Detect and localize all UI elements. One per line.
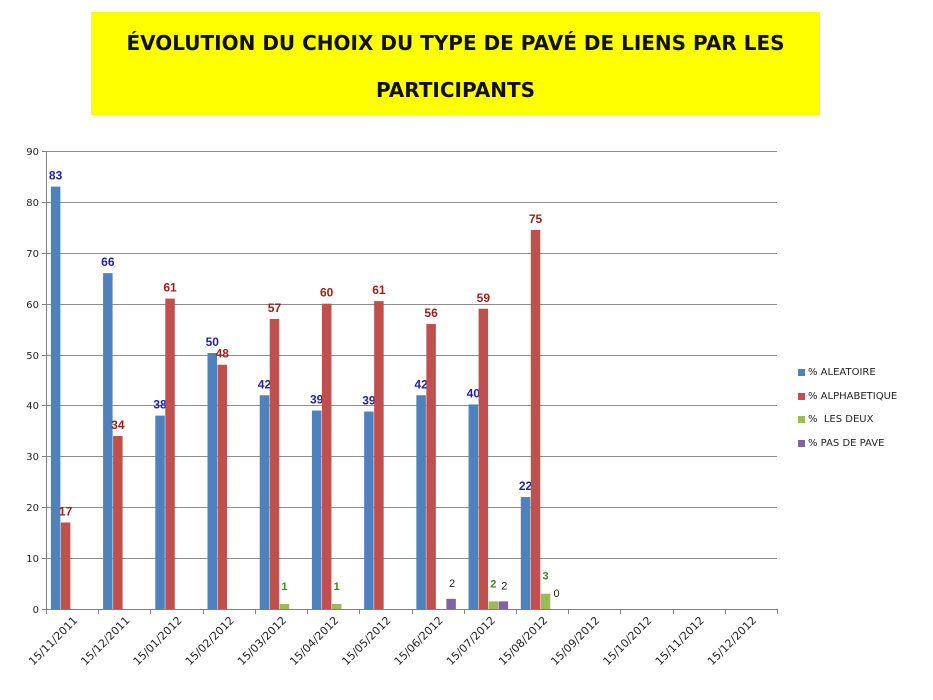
data-label: 61: [372, 283, 386, 297]
chart-title-line-1: ÉVOLUTION DU CHOIX DU TYPE DE PAVÉ DE LI…: [126, 31, 785, 55]
data-label: 39: [362, 394, 376, 408]
data-label: 34: [111, 418, 125, 432]
bar: [321, 303, 332, 609]
bar: [217, 364, 227, 609]
data-label: 42: [414, 377, 428, 391]
bar: [113, 435, 123, 609]
bar: [478, 308, 489, 609]
x-tick-label: 15/07/2012: [444, 614, 498, 668]
legend-item-aleatoire: % ALEATOIRE: [798, 366, 876, 390]
x-tick-label: 15/01/2012: [131, 614, 185, 668]
legend-label-pas-de-pave: % PAS DE PAVE: [808, 437, 885, 449]
legend-label-les-deux: % LES DEUX: [808, 414, 874, 425]
data-label: 66: [101, 255, 115, 269]
bar: [374, 301, 384, 609]
data-label: 38: [153, 398, 167, 412]
legend-swatch-alphabetique: [798, 392, 805, 400]
x-tick-label: 15/12/2012: [705, 614, 759, 668]
data-label: 57: [268, 301, 282, 315]
y-tick-label: 60: [26, 300, 39, 311]
data-label: 2: [490, 578, 496, 590]
bar: [155, 415, 165, 609]
x-tick-label: 15/08/2012: [496, 614, 550, 668]
x-tick-label: 15/06/2012: [392, 614, 446, 668]
x-tick-label: 15/11/2011: [26, 614, 80, 668]
bar: [331, 603, 342, 609]
legend-label-aleatoire: % ALEATOIRE: [808, 367, 876, 378]
bar: [520, 497, 531, 609]
bar: [488, 601, 499, 609]
x-tick-label: 15/12/2011: [78, 614, 132, 668]
chart-title-line-2: PARTICIPANTS: [375, 78, 536, 102]
bar: [103, 273, 113, 609]
bar: [207, 353, 217, 609]
x-tick-label: 15/11/2012: [653, 614, 707, 668]
legend-swatch-aleatoire: [798, 369, 805, 376]
legend-item-les-deux: % LES DEUX: [798, 413, 873, 437]
data-label: 83: [49, 169, 63, 183]
data-label: 1: [281, 581, 287, 593]
data-label: 2: [449, 578, 455, 590]
x-tick-label: 15/04/2012: [287, 614, 341, 668]
data-label: 40: [467, 386, 481, 400]
y-tick-label: 90: [26, 147, 39, 158]
y-tick-label: 10: [26, 554, 39, 565]
x-tick-label: 15/10/2012: [601, 614, 655, 668]
y-tick-label: 70: [26, 249, 39, 260]
data-label: 22: [519, 479, 533, 493]
data-label: 50: [206, 335, 220, 349]
bar: [498, 601, 509, 609]
legend-swatch-pas-de-pave: [798, 439, 805, 447]
bar: [468, 404, 479, 609]
legend-item-alphabetique: % ALPHABETIQUE: [798, 390, 897, 414]
bar: [540, 593, 551, 609]
bar: [259, 395, 270, 609]
y-tick-label: 50: [26, 351, 39, 362]
x-tick-label: 15/09/2012: [548, 614, 602, 668]
bar: [279, 603, 290, 609]
bar: [165, 298, 175, 609]
x-tick-label: 15/03/2012: [235, 614, 289, 668]
bar: [50, 186, 61, 609]
data-label: 42: [258, 377, 272, 391]
y-tick-label: 80: [26, 198, 39, 209]
bar: [60, 522, 71, 609]
x-tick-label: 15/02/2012: [183, 614, 237, 668]
data-label: 0: [553, 588, 559, 600]
data-label: 2: [501, 580, 507, 592]
x-tick-label: 15/05/2012: [339, 614, 393, 668]
bar: [426, 324, 436, 609]
y-tick-label: 20: [26, 503, 39, 514]
legend-item-pas-de-pave: % PAS DE PAVE: [798, 437, 884, 461]
y-tick-label: 30: [26, 452, 39, 463]
data-label: 1: [334, 581, 340, 593]
legend-label-alphabetique: % ALPHABETIQUE: [808, 390, 898, 402]
chart-title-box: ÉVOLUTION DU CHOIX DU TYPE DE PAVÉ DE LI…: [91, 12, 820, 115]
data-label: 39: [310, 393, 324, 407]
bar: [311, 410, 322, 609]
data-label: 61: [163, 281, 177, 295]
bar: [530, 229, 541, 609]
data-label: 75: [529, 212, 543, 226]
data-label: 56: [424, 306, 438, 320]
legend-swatch-les-deux: [798, 416, 805, 423]
data-label: 60: [320, 286, 334, 300]
legend: % ALEATOIRE % ALPHABETIQUE % LES DEUX % …: [798, 366, 897, 461]
bar: [416, 395, 426, 609]
y-tick-label: 40: [26, 401, 39, 412]
data-label: 59: [477, 291, 491, 305]
bar: [269, 318, 280, 609]
data-label: 3: [542, 571, 548, 583]
bar: [446, 598, 456, 609]
data-label: 17: [59, 504, 73, 518]
y-tick-label: 0: [33, 605, 39, 616]
data-label: 48: [216, 347, 230, 361]
bar: [364, 411, 374, 609]
